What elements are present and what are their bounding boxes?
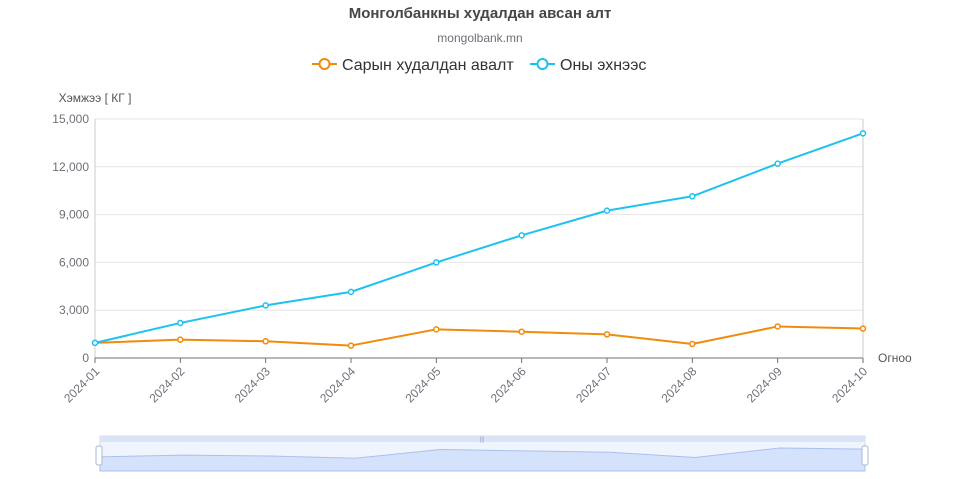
series-layer: [91, 130, 867, 349]
y-tick-label: 0: [82, 351, 89, 365]
x-tick-label: 2024-01: [61, 364, 102, 405]
legend-label-series-2: Оны эхнээс: [560, 57, 646, 74]
legend-label-series-1: Сарын худалдан авалт: [342, 57, 514, 74]
y-tick-label: 6,000: [59, 255, 89, 269]
data-point-series-1[interactable]: [774, 323, 781, 330]
y-tick-label: 3,000: [59, 303, 89, 317]
x-tick-label: 2024-05: [403, 364, 444, 405]
grid: [95, 118, 863, 311]
x-tick-label: 2024-03: [232, 364, 273, 405]
y-ticks: 0 3,000 6,000 9,000 12,000 15,000: [52, 112, 89, 365]
x-tick-label: 2024-02: [147, 364, 188, 405]
legend-marker-series-2: [536, 58, 549, 70]
x-ticks: 2024-01 2024-02 2024-03 2024-04 2024-05 2024-…: [61, 358, 870, 405]
x-tick-label: 2024-10: [829, 364, 870, 405]
datazoom-right-handle[interactable]: [861, 445, 869, 466]
data-point-series-1[interactable]: [177, 336, 184, 343]
x-tick-label: 2024-06: [488, 364, 529, 405]
x-tick-label: 2024-07: [573, 364, 614, 405]
y-tick-label: 9,000: [59, 208, 89, 222]
data-point-series-2[interactable]: [347, 288, 355, 296]
x-tick-label: 2024-09: [744, 364, 785, 405]
y-tick-label: 15,000: [52, 112, 89, 126]
series-line-1: [94, 325, 864, 347]
x-tick-label: 2024-08: [659, 364, 700, 405]
datazoom-left-handle[interactable]: [95, 445, 103, 466]
y-tick-label: 12,000: [52, 160, 89, 174]
data-point-series-1[interactable]: [347, 342, 355, 349]
data-point-series-2[interactable]: [262, 302, 269, 309]
data-point-series-1[interactable]: [689, 340, 696, 348]
data-point-series-2[interactable]: [859, 130, 867, 137]
legend-marker-series-1: [318, 58, 331, 70]
legend-item-series-1[interactable]: Сарын худалдан авалт: [312, 57, 514, 74]
data-point-series-2[interactable]: [433, 259, 440, 266]
data-point-series-2[interactable]: [91, 339, 99, 347]
data-point-series-1[interactable]: [262, 338, 269, 345]
legend: Сарын худалдан авалт Оны эхнээс: [312, 57, 646, 74]
chart-subtitle: mongolbank.mn: [437, 31, 522, 45]
legend-item-series-2[interactable]: Оны эхнээс: [530, 57, 646, 74]
data-point-series-2[interactable]: [603, 207, 611, 214]
data-point-series-2[interactable]: [518, 232, 525, 239]
data-point-series-2[interactable]: [177, 319, 184, 327]
series-line-2: [94, 132, 864, 344]
datazoom-slider[interactable]: |||: [95, 435, 869, 472]
chart-title: Монголбанкны худалдан авсан алт: [349, 5, 612, 22]
data-point-series-1[interactable]: [518, 328, 525, 335]
data-point-series-2[interactable]: [689, 193, 696, 200]
data-point-series-1[interactable]: [433, 326, 440, 333]
datazoom-move-bar[interactable]: [100, 436, 865, 442]
y-axis-label: Хэмжээ [ КГ ]: [59, 91, 132, 105]
data-point-series-2[interactable]: [774, 160, 781, 167]
datazoom-grip-icon[interactable]: |||: [480, 437, 485, 443]
data-point-series-1[interactable]: [859, 325, 867, 332]
x-tick-label: 2024-04: [317, 364, 358, 405]
data-point-series-1[interactable]: [603, 331, 611, 338]
x-axis-label: Огноо: [878, 351, 912, 365]
